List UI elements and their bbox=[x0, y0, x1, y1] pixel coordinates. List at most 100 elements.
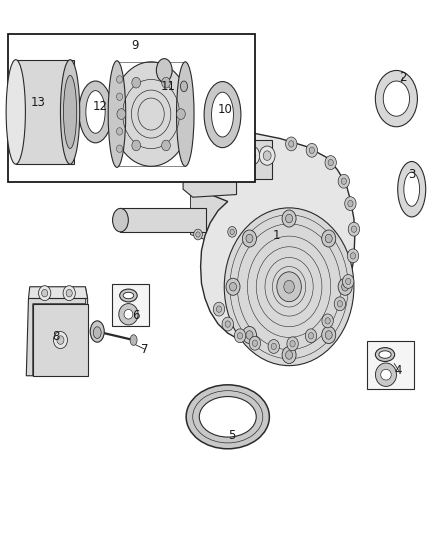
Circle shape bbox=[39, 286, 51, 301]
Circle shape bbox=[268, 340, 279, 353]
Text: 7: 7 bbox=[141, 343, 148, 356]
Ellipse shape bbox=[224, 208, 354, 366]
Text: 4: 4 bbox=[395, 364, 403, 377]
Circle shape bbox=[237, 333, 243, 339]
Ellipse shape bbox=[119, 304, 138, 325]
Circle shape bbox=[348, 200, 353, 207]
Text: 9: 9 bbox=[131, 39, 139, 52]
Circle shape bbox=[66, 289, 72, 297]
Circle shape bbox=[252, 340, 258, 346]
Circle shape bbox=[225, 321, 230, 327]
Ellipse shape bbox=[79, 81, 112, 143]
Circle shape bbox=[42, 289, 48, 297]
Circle shape bbox=[132, 77, 141, 88]
Circle shape bbox=[287, 337, 298, 351]
Ellipse shape bbox=[123, 292, 134, 298]
Circle shape bbox=[162, 77, 170, 88]
Ellipse shape bbox=[186, 385, 269, 449]
Ellipse shape bbox=[381, 369, 391, 380]
Ellipse shape bbox=[325, 234, 332, 243]
Bar bbox=[367, 341, 414, 389]
Circle shape bbox=[222, 317, 233, 331]
Circle shape bbox=[202, 146, 218, 165]
Circle shape bbox=[222, 146, 238, 165]
Circle shape bbox=[290, 341, 295, 347]
Ellipse shape bbox=[180, 81, 187, 92]
Circle shape bbox=[322, 314, 333, 328]
Circle shape bbox=[309, 147, 314, 154]
Circle shape bbox=[213, 302, 225, 316]
Text: 5: 5 bbox=[229, 430, 236, 442]
Circle shape bbox=[351, 226, 357, 232]
Bar bbox=[120, 208, 206, 232]
Text: 8: 8 bbox=[53, 330, 60, 343]
Text: 3: 3 bbox=[408, 168, 415, 181]
Ellipse shape bbox=[277, 272, 301, 302]
Circle shape bbox=[196, 232, 200, 237]
Ellipse shape bbox=[199, 397, 256, 437]
Ellipse shape bbox=[242, 230, 256, 247]
Circle shape bbox=[226, 151, 234, 160]
Ellipse shape bbox=[204, 82, 241, 148]
Bar bbox=[197, 140, 272, 179]
Circle shape bbox=[271, 343, 276, 350]
Ellipse shape bbox=[90, 321, 104, 342]
Ellipse shape bbox=[322, 327, 336, 344]
Polygon shape bbox=[26, 298, 88, 376]
Circle shape bbox=[206, 151, 214, 160]
Ellipse shape bbox=[375, 70, 417, 127]
Ellipse shape bbox=[212, 92, 233, 137]
Bar bbox=[117, 62, 185, 166]
Polygon shape bbox=[183, 149, 237, 197]
Circle shape bbox=[248, 151, 256, 160]
Circle shape bbox=[249, 336, 261, 350]
Ellipse shape bbox=[93, 327, 101, 338]
Ellipse shape bbox=[246, 331, 253, 340]
Ellipse shape bbox=[282, 346, 296, 364]
Circle shape bbox=[350, 253, 356, 259]
Circle shape bbox=[216, 306, 222, 312]
Circle shape bbox=[117, 145, 123, 152]
Circle shape bbox=[228, 227, 237, 237]
Circle shape bbox=[234, 329, 246, 343]
Circle shape bbox=[308, 333, 314, 339]
Circle shape bbox=[244, 146, 260, 165]
Circle shape bbox=[306, 143, 318, 157]
Ellipse shape bbox=[379, 351, 391, 358]
Circle shape bbox=[263, 151, 271, 160]
Ellipse shape bbox=[230, 282, 237, 291]
Circle shape bbox=[63, 286, 75, 301]
Ellipse shape bbox=[156, 59, 172, 82]
Circle shape bbox=[289, 141, 294, 147]
Ellipse shape bbox=[6, 60, 25, 164]
Ellipse shape bbox=[375, 363, 396, 386]
Text: 2: 2 bbox=[399, 71, 407, 84]
Circle shape bbox=[228, 139, 237, 149]
Ellipse shape bbox=[226, 278, 240, 295]
Circle shape bbox=[177, 109, 185, 119]
Text: 6: 6 bbox=[132, 309, 140, 322]
Circle shape bbox=[345, 197, 356, 211]
Circle shape bbox=[325, 318, 330, 324]
Polygon shape bbox=[28, 287, 88, 298]
Circle shape bbox=[338, 174, 350, 188]
Ellipse shape bbox=[64, 75, 77, 149]
Text: 12: 12 bbox=[92, 100, 107, 113]
Ellipse shape bbox=[60, 60, 80, 164]
Circle shape bbox=[328, 159, 333, 166]
Ellipse shape bbox=[130, 335, 137, 345]
Ellipse shape bbox=[124, 310, 133, 319]
Ellipse shape bbox=[322, 230, 336, 247]
Ellipse shape bbox=[398, 161, 426, 217]
Circle shape bbox=[57, 336, 64, 344]
Ellipse shape bbox=[383, 81, 410, 116]
Circle shape bbox=[343, 274, 354, 288]
Circle shape bbox=[53, 332, 67, 349]
Ellipse shape bbox=[108, 61, 126, 167]
Circle shape bbox=[194, 229, 202, 240]
Ellipse shape bbox=[86, 91, 105, 133]
Bar bbox=[16, 60, 74, 164]
Circle shape bbox=[325, 156, 336, 169]
Circle shape bbox=[348, 222, 360, 236]
Polygon shape bbox=[183, 129, 355, 348]
